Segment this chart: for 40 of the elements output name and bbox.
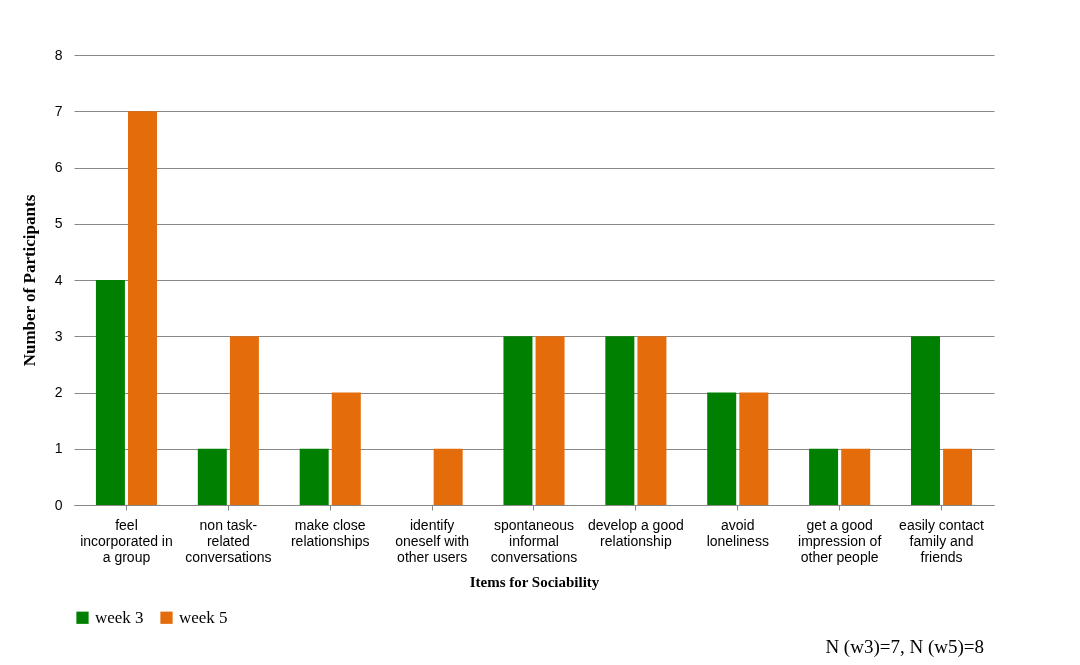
bar bbox=[95, 280, 125, 505]
bar bbox=[605, 336, 635, 505]
legend-label: week 5 bbox=[179, 607, 228, 627]
bar bbox=[535, 336, 565, 505]
bar bbox=[229, 336, 259, 505]
bar bbox=[197, 448, 227, 505]
bar bbox=[503, 336, 533, 505]
y-tick-label: 4 bbox=[54, 271, 63, 288]
y-tick-label: 5 bbox=[54, 215, 63, 232]
y-tick-label: 3 bbox=[54, 327, 63, 344]
x-tick-label: make close relationships bbox=[290, 516, 370, 549]
x-tick-label: identify oneself with other users bbox=[395, 516, 470, 565]
bar bbox=[433, 448, 463, 505]
y-tick-label: 7 bbox=[54, 102, 63, 119]
bar bbox=[707, 392, 737, 505]
y-tick-label: 2 bbox=[54, 384, 63, 400]
x-tick-label: avoid loneliness bbox=[706, 516, 769, 549]
x-axis-title: Items for Sociability bbox=[469, 573, 600, 590]
x-tick-label: spontaneous informal conversations bbox=[490, 516, 578, 565]
y-tick-label: 0 bbox=[54, 496, 63, 513]
bar bbox=[739, 392, 769, 505]
y-tick-label: 8 bbox=[54, 46, 63, 63]
y-tick-label: 1 bbox=[54, 440, 63, 457]
bar bbox=[841, 448, 871, 505]
x-tick-label: get a good impression of other people bbox=[798, 516, 882, 565]
x-tick-label: develop a good relationship bbox=[588, 516, 684, 549]
bar bbox=[809, 448, 839, 505]
bar bbox=[299, 448, 329, 505]
bar bbox=[128, 111, 158, 505]
y-axis-title: Number of Participants bbox=[19, 194, 39, 367]
legend-label: week 3 bbox=[95, 607, 144, 627]
bar bbox=[331, 392, 361, 505]
y-tick-label: 6 bbox=[54, 159, 63, 175]
x-tick-label: non task-related conversations bbox=[185, 516, 272, 565]
x-tick-label: easily contact family and friends bbox=[899, 516, 985, 565]
bar bbox=[910, 336, 940, 505]
x-tick-label: feel incorporated in a group bbox=[80, 516, 173, 565]
text: N (w3)=7, N (w5)=8 bbox=[825, 636, 984, 658]
bar bbox=[943, 448, 973, 505]
bar bbox=[637, 336, 667, 505]
